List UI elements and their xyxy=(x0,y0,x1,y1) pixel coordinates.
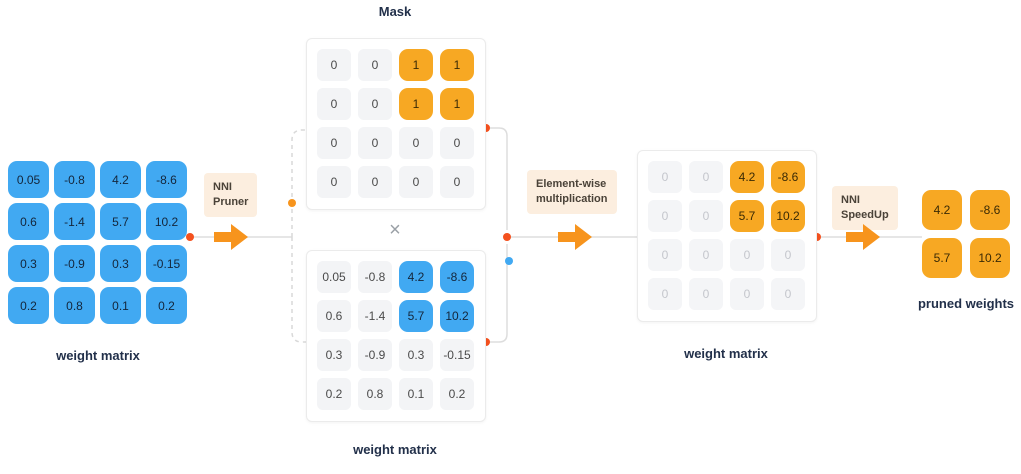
matrix-cell: 1 xyxy=(399,49,433,81)
matrix-cell: 0 xyxy=(317,127,351,159)
matrix-cell: 0 xyxy=(689,161,723,193)
matrix-cell: 4.2 xyxy=(399,261,433,293)
matrix-cell: 0.3 xyxy=(8,245,49,282)
matrix-cell: 10.2 xyxy=(970,238,1010,278)
matrix-cell: 0.6 xyxy=(8,203,49,240)
pruned-weights-label: pruned weights xyxy=(917,296,1015,311)
matrix-cell: -8.6 xyxy=(146,161,187,198)
matrix-cell: 10.2 xyxy=(146,203,187,240)
matrix-cell: 0 xyxy=(399,127,433,159)
nni-pruner-line2: Pruner xyxy=(213,195,249,208)
matrix-cell: 0.8 xyxy=(54,287,95,324)
matrix-cell: 0 xyxy=(648,161,682,193)
matrix-cell: 0.2 xyxy=(146,287,187,324)
matrix-cell: -0.8 xyxy=(358,261,392,293)
matrix-cell: 0 xyxy=(317,49,351,81)
matrix-cell: 0.2 xyxy=(440,378,474,410)
matrix-cell: 0 xyxy=(399,166,433,198)
matrix-cell: 0.2 xyxy=(8,287,49,324)
flow-arrow-icon xyxy=(846,224,880,250)
matrix-cell: 0 xyxy=(648,278,682,310)
flow-arrow-icon xyxy=(558,224,592,250)
middle-weight-matrix: 0.05 -0.8 4.2 -8.6 0.6 -1.4 5.7 10.2 0.3 -0.9 0.3-… xyxy=(317,261,474,410)
matrix-cell: 1 xyxy=(440,88,474,120)
nni-pruner-step: NNI Pruner xyxy=(204,173,258,217)
matrix-cell: 0 xyxy=(317,166,351,198)
matrix-cell: 0.05 xyxy=(317,261,351,293)
matrix-cell: -8.6 xyxy=(970,190,1010,230)
matrix-cell: 10.2 xyxy=(440,300,474,332)
matrix-cell: 0 xyxy=(358,88,392,120)
matrix-cell: 10.2 xyxy=(771,200,805,232)
elementwise-multiplication-step: Element-wise multiplication xyxy=(527,170,617,214)
matrix-cell: 4.2 xyxy=(100,161,141,198)
matrix-cell: 4.2 xyxy=(730,161,764,193)
matrix-cell: -8.6 xyxy=(440,261,474,293)
junction-dot xyxy=(505,257,513,265)
matrix-cell: 0 xyxy=(771,278,805,310)
mask-title: Mask xyxy=(378,4,412,19)
right-weight-matrix: 0 0 4.2 -8.6 0 0 5.7 10.2 0 0 0 0 0 0 0 0 xyxy=(648,161,805,310)
matrix-cell: 0.1 xyxy=(100,287,141,324)
nni-speedup-line2: SpeedUp xyxy=(841,208,889,221)
matrix-cell: 0 xyxy=(730,278,764,310)
matrix-cell: -0.15 xyxy=(146,245,187,282)
nni-speedup-step: NNI SpeedUp xyxy=(832,186,898,230)
junction-dot xyxy=(288,199,296,207)
matrix-cell: 1 xyxy=(440,49,474,81)
matrix-cell: 0.05 xyxy=(8,161,49,198)
matrix-cell: 5.7 xyxy=(922,238,962,278)
matrix-cell: 1 xyxy=(399,88,433,120)
matrix-cell: 0 xyxy=(648,239,682,271)
matrix-cell: 0 xyxy=(317,88,351,120)
elementwise-line2: multiplication xyxy=(536,192,608,205)
matrix-cell: 0.3 xyxy=(399,339,433,371)
matrix-cell: 0.8 xyxy=(358,378,392,410)
matrix-cell: 5.7 xyxy=(100,203,141,240)
matrix-cell: -0.8 xyxy=(54,161,95,198)
left-weight-matrix: 0.05 -0.8 4.2 -8.6 0.6 -1.4 5.7 10.2 0.3 -0.9 0.3-… xyxy=(8,161,187,324)
matrix-cell: 0 xyxy=(730,239,764,271)
flow-arrow-icon xyxy=(214,224,248,250)
matrix-cell: 0 xyxy=(689,278,723,310)
matrix-cell: -1.4 xyxy=(54,203,95,240)
matrix-cell: 0 xyxy=(648,200,682,232)
matrix-cell: 5.7 xyxy=(730,200,764,232)
matrix-cell: 0 xyxy=(689,200,723,232)
matrix-cell: 4.2 xyxy=(922,190,962,230)
elementwise-line1: Element-wise xyxy=(536,178,607,190)
right-weight-matrix-label: weight matrix xyxy=(684,346,768,361)
matrix-cell: 0.1 xyxy=(399,378,433,410)
matrix-cell: 5.7 xyxy=(399,300,433,332)
nni-speedup-line1: NNI xyxy=(841,194,860,206)
junction-dot xyxy=(503,233,511,241)
matrix-cell: 0 xyxy=(358,49,392,81)
matrix-cell: -0.15 xyxy=(440,339,474,371)
middle-weight-matrix-label: weight matrix xyxy=(353,442,437,457)
pruned-weights-matrix: 4.2 -8.6 5.7 10.2 xyxy=(922,190,1010,278)
matrix-cell: 0.6 xyxy=(317,300,351,332)
matrix-cell: 0 xyxy=(440,166,474,198)
matrix-cell: 0 xyxy=(358,166,392,198)
matrix-cell: 0 xyxy=(689,239,723,271)
matrix-cell: 0 xyxy=(771,239,805,271)
matrix-cell: -8.6 xyxy=(771,161,805,193)
matrix-cell: 0.2 xyxy=(317,378,351,410)
multiply-icon: × xyxy=(389,219,401,241)
left-weight-matrix-label: weight matrix xyxy=(56,348,140,363)
nni-pruner-line1: NNI xyxy=(213,181,232,193)
matrix-cell: 0 xyxy=(440,127,474,159)
matrix-cell: -0.9 xyxy=(54,245,95,282)
matrix-cell: -0.9 xyxy=(358,339,392,371)
matrix-cell: -1.4 xyxy=(358,300,392,332)
matrix-cell: 0.3 xyxy=(317,339,351,371)
junction-dot xyxy=(186,233,194,241)
matrix-cell: 0 xyxy=(358,127,392,159)
matrix-cell: 0.3 xyxy=(100,245,141,282)
